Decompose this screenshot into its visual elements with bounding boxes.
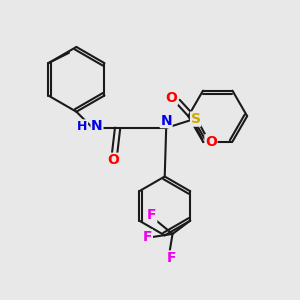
Text: F: F [166,251,176,265]
Text: N: N [160,114,172,128]
Text: O: O [107,153,119,167]
Text: N: N [91,119,103,134]
Text: H: H [77,120,88,133]
Text: S: S [190,112,201,126]
Text: O: O [166,91,177,105]
Text: F: F [147,208,157,222]
Text: O: O [205,135,217,149]
Text: F: F [143,230,152,244]
